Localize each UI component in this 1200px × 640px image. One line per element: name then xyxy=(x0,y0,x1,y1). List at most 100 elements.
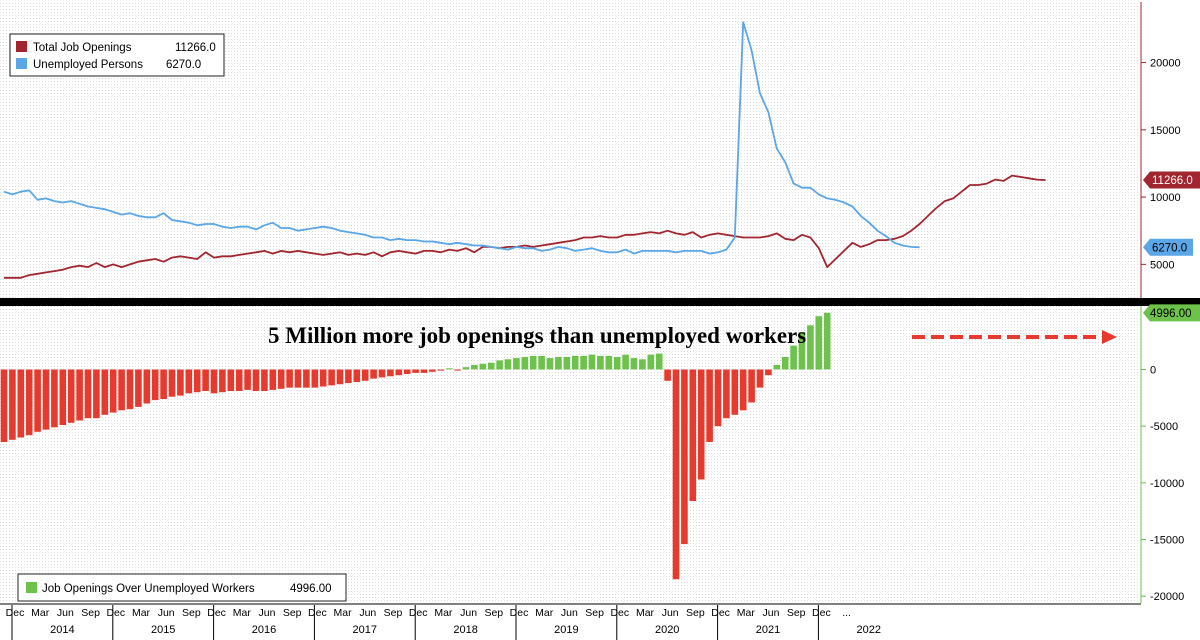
annotation-arrow-head xyxy=(1102,330,1117,344)
bar xyxy=(538,355,545,370)
bottom-y-tick-label: -15000 xyxy=(1150,535,1184,547)
top-legend: Total Job Openings 11266.0 Unemployed Pe… xyxy=(9,33,225,77)
bar xyxy=(235,369,243,391)
legend-label-gap: Job Openings Over Unemployed Workers xyxy=(42,583,255,595)
x-tick-label-month: Jun xyxy=(57,607,74,619)
x-tick-label-year: 2021 xyxy=(756,624,780,636)
x-tick-label-month: Jun xyxy=(662,607,679,619)
bar xyxy=(378,369,386,378)
bar xyxy=(546,358,554,370)
x-tick-label-month: Jun xyxy=(359,607,376,619)
bar xyxy=(261,369,268,391)
x-tick-label-month: Mar xyxy=(434,607,453,619)
bar xyxy=(185,369,193,394)
bar xyxy=(160,369,167,399)
tag-unemployed-text: 6270.0 xyxy=(1152,242,1187,254)
bar xyxy=(395,369,403,376)
bar xyxy=(370,369,377,379)
x-tick-label-month: Sep xyxy=(283,607,302,619)
x-tick-label-month: Dec xyxy=(711,607,730,619)
bar xyxy=(252,369,260,391)
x-tick-label-month: Sep xyxy=(182,607,201,619)
bar xyxy=(311,369,319,388)
x-tick-label-month: Dec xyxy=(409,607,428,619)
bottom-chart-panel: 0 -5000 -10000 -15000 -20000 xyxy=(0,306,1184,603)
bar xyxy=(571,355,579,370)
bar xyxy=(403,369,411,374)
bar xyxy=(286,369,293,388)
bottom-y-tick-label: -10000 xyxy=(1150,478,1184,490)
bar xyxy=(622,354,629,370)
bar xyxy=(605,355,613,370)
bar xyxy=(202,369,209,391)
bar xyxy=(135,369,142,407)
x-tick-label-month: Mar xyxy=(535,607,554,619)
bar xyxy=(748,369,755,403)
bar xyxy=(664,369,671,381)
bar xyxy=(269,369,277,390)
bar xyxy=(555,357,562,370)
bar xyxy=(437,369,445,371)
bar xyxy=(151,369,159,401)
bar xyxy=(227,369,235,391)
x-tick-label-month: Sep xyxy=(585,607,604,619)
series-line-openings xyxy=(4,174,1046,279)
bar xyxy=(462,367,470,370)
tag-gap: 4996.00 xyxy=(1143,304,1200,322)
tag-openings: 11266.0 xyxy=(1143,171,1200,189)
legend-swatch-openings xyxy=(16,41,27,52)
bar xyxy=(479,363,487,370)
bar xyxy=(319,369,327,387)
panel-divider xyxy=(0,298,1200,306)
bar xyxy=(101,369,109,415)
bar xyxy=(496,360,503,370)
bar xyxy=(773,364,781,370)
x-tick-label-month: ... xyxy=(842,607,851,619)
bar xyxy=(34,369,41,432)
bar xyxy=(303,369,310,388)
bar xyxy=(76,369,83,421)
x-tick-label-year: 2015 xyxy=(151,624,175,636)
x-tick-label-year: 2014 xyxy=(50,624,74,636)
x-tick-label-month: Sep xyxy=(686,607,705,619)
bottom-y-tick-label: -5000 xyxy=(1150,421,1178,433)
bar xyxy=(504,359,512,370)
bottom-y-tick-label: 0 xyxy=(1150,364,1156,376)
bar xyxy=(429,369,436,372)
bar xyxy=(588,354,596,370)
bar xyxy=(93,369,100,419)
bar xyxy=(807,325,814,370)
bar xyxy=(731,369,739,415)
top-y-tick-label: 20000 xyxy=(1150,58,1181,70)
bar xyxy=(723,369,730,419)
x-tick-label-year: 2018 xyxy=(453,624,477,636)
bar xyxy=(798,332,806,370)
bar xyxy=(513,358,520,370)
bar xyxy=(781,357,789,370)
bar xyxy=(714,369,722,427)
bar xyxy=(387,369,394,377)
bar xyxy=(454,369,461,371)
bar xyxy=(597,355,604,370)
legend-value-gap: 4996.00 xyxy=(290,583,332,595)
bar xyxy=(815,316,823,370)
bar xyxy=(353,369,361,382)
x-tick-label-month: Mar xyxy=(233,607,252,619)
x-tick-label-month: Jun xyxy=(763,607,780,619)
x-tick-label-month: Jun xyxy=(158,607,175,619)
legend-value-openings: 11266.0 xyxy=(175,42,216,54)
x-tick-label-month: Dec xyxy=(6,607,25,619)
x-tick-label-month: Jun xyxy=(561,607,578,619)
bar xyxy=(143,369,151,404)
bar xyxy=(823,312,831,370)
bar xyxy=(193,369,201,393)
x-tick-label-month: Sep xyxy=(787,607,806,619)
bar xyxy=(471,364,478,370)
bar xyxy=(109,369,117,413)
bar xyxy=(529,355,537,370)
bar xyxy=(655,353,663,370)
series-line-unemployed xyxy=(3,21,920,255)
x-tick-label-month: Sep xyxy=(81,607,100,619)
annotation-text: 5 Million more job openings than unemplo… xyxy=(268,323,806,348)
